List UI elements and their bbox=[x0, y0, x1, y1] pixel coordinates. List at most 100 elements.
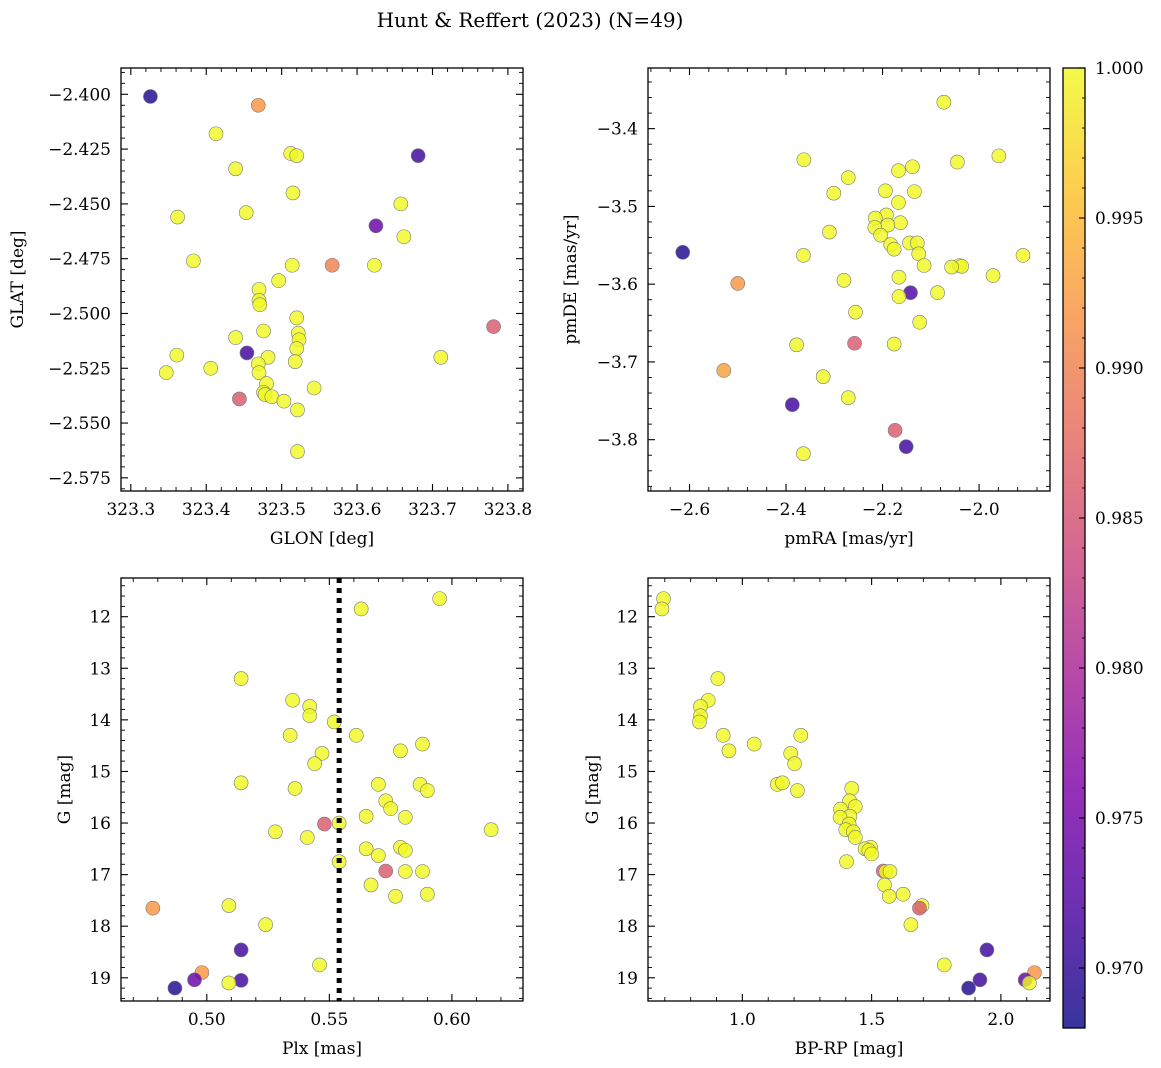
data-point bbox=[398, 810, 413, 825]
x-tick-label: −2.2 bbox=[862, 500, 903, 520]
data-point bbox=[420, 783, 435, 798]
data-point bbox=[268, 824, 283, 840]
data-point bbox=[784, 397, 800, 412]
x-tick-label: 323.4 bbox=[182, 500, 231, 520]
y-axis-label: pmDE [mas/yr] bbox=[561, 214, 581, 344]
colorbar: 0.970 0.975 0.980 0.985 0.990 0.995 1.000 bbox=[1062, 59, 1144, 1029]
data-point bbox=[840, 170, 856, 185]
data-point bbox=[349, 728, 364, 743]
data-point bbox=[285, 692, 300, 708]
data-points bbox=[143, 89, 501, 459]
data-point bbox=[864, 846, 879, 862]
data-point bbox=[844, 781, 860, 796]
y-tick-label: 15 bbox=[616, 762, 638, 782]
data-point bbox=[893, 215, 908, 231]
data-point bbox=[371, 777, 386, 792]
colorbar-tick-label: 0.990 bbox=[1095, 359, 1144, 379]
plot-frame bbox=[647, 67, 1051, 492]
x-axis-label: GLON [deg] bbox=[270, 529, 374, 549]
data-point bbox=[143, 89, 158, 104]
data-point bbox=[317, 816, 332, 832]
data-point bbox=[848, 830, 863, 845]
y-tick-label: 19 bbox=[89, 969, 111, 989]
data-point bbox=[233, 671, 249, 686]
x-axis-label: BP-RP [mag] bbox=[795, 1039, 904, 1059]
data-point bbox=[284, 257, 300, 273]
data-point bbox=[145, 900, 161, 916]
colorbar-tick-label: 0.985 bbox=[1095, 509, 1144, 529]
data-point bbox=[433, 350, 449, 365]
scatter-panel-4: 1.0 1.5 2.0 12 13 14 15 16 17 18 19 BP-RP [mag] G [m… bbox=[583, 577, 1051, 1059]
data-point bbox=[228, 330, 243, 345]
data-point bbox=[388, 888, 403, 904]
data-points bbox=[675, 94, 1031, 461]
y-tick-label: −2.500 bbox=[48, 304, 111, 324]
data-point bbox=[186, 253, 201, 269]
data-point bbox=[907, 184, 922, 199]
data-point bbox=[306, 380, 322, 396]
data-point bbox=[398, 843, 413, 858]
x-tick-label: −2.6 bbox=[669, 500, 710, 520]
data-point bbox=[289, 341, 305, 356]
plot-frame bbox=[120, 577, 524, 1002]
y-tick-label: 19 bbox=[616, 969, 638, 989]
data-point bbox=[891, 163, 906, 178]
data-point bbox=[271, 273, 286, 288]
data-point bbox=[203, 360, 219, 376]
data-point bbox=[916, 258, 932, 273]
data-point bbox=[796, 152, 812, 168]
data-point bbox=[415, 864, 430, 879]
data-points bbox=[654, 591, 1042, 996]
colorbar-tick-label: 0.995 bbox=[1095, 209, 1144, 229]
data-point bbox=[258, 917, 273, 932]
y-tick-label: 16 bbox=[89, 814, 111, 834]
data-point bbox=[290, 402, 305, 418]
y-tick-label: −3.6 bbox=[597, 275, 638, 295]
data-point bbox=[796, 446, 811, 461]
data-point bbox=[793, 728, 809, 743]
x-tick-label: 0.50 bbox=[188, 1010, 226, 1030]
y-tick-label: −3.8 bbox=[597, 431, 638, 451]
data-point bbox=[312, 957, 327, 973]
data-point bbox=[256, 323, 271, 339]
colorbar-tick-label: 1.000 bbox=[1095, 59, 1144, 79]
data-point bbox=[822, 224, 837, 240]
data-point bbox=[221, 975, 237, 991]
data-point bbox=[836, 272, 852, 288]
data-point bbox=[167, 980, 183, 996]
y-axis-label: G [mag] bbox=[583, 755, 603, 824]
data-point bbox=[252, 297, 268, 313]
y-tick-label: 14 bbox=[616, 711, 638, 731]
colorbar-tick-label: 0.970 bbox=[1095, 959, 1144, 979]
data-points bbox=[145, 591, 499, 996]
data-point bbox=[789, 337, 804, 353]
x-tick-label: −2.4 bbox=[765, 500, 806, 520]
data-point bbox=[393, 196, 409, 212]
y-tick-label: 18 bbox=[616, 917, 638, 937]
plot-frame bbox=[120, 67, 524, 492]
data-point bbox=[410, 148, 426, 163]
data-point bbox=[895, 886, 911, 902]
data-point bbox=[891, 269, 907, 285]
y-tick-label: −2.425 bbox=[48, 140, 111, 160]
data-point bbox=[912, 900, 927, 916]
y-tick-label: 13 bbox=[616, 659, 638, 679]
data-point bbox=[1015, 248, 1031, 263]
data-point bbox=[972, 972, 988, 988]
data-point bbox=[276, 393, 292, 409]
y-tick-label: 18 bbox=[89, 917, 111, 937]
data-point bbox=[221, 898, 237, 913]
x-tick-label: 1.0 bbox=[729, 1010, 756, 1030]
data-point bbox=[307, 756, 322, 772]
x-tick-label: 1.5 bbox=[858, 1010, 885, 1030]
data-point bbox=[486, 319, 501, 334]
x-tick-label: 323.6 bbox=[333, 500, 382, 520]
x-tick-label: 323.3 bbox=[106, 500, 155, 520]
data-point bbox=[187, 972, 202, 988]
y-tick-label: −2.575 bbox=[48, 469, 111, 489]
x-tick-label: −2.0 bbox=[958, 500, 999, 520]
data-point bbox=[746, 736, 762, 752]
x-tick-label: 323.7 bbox=[408, 500, 457, 520]
data-point bbox=[796, 248, 811, 263]
